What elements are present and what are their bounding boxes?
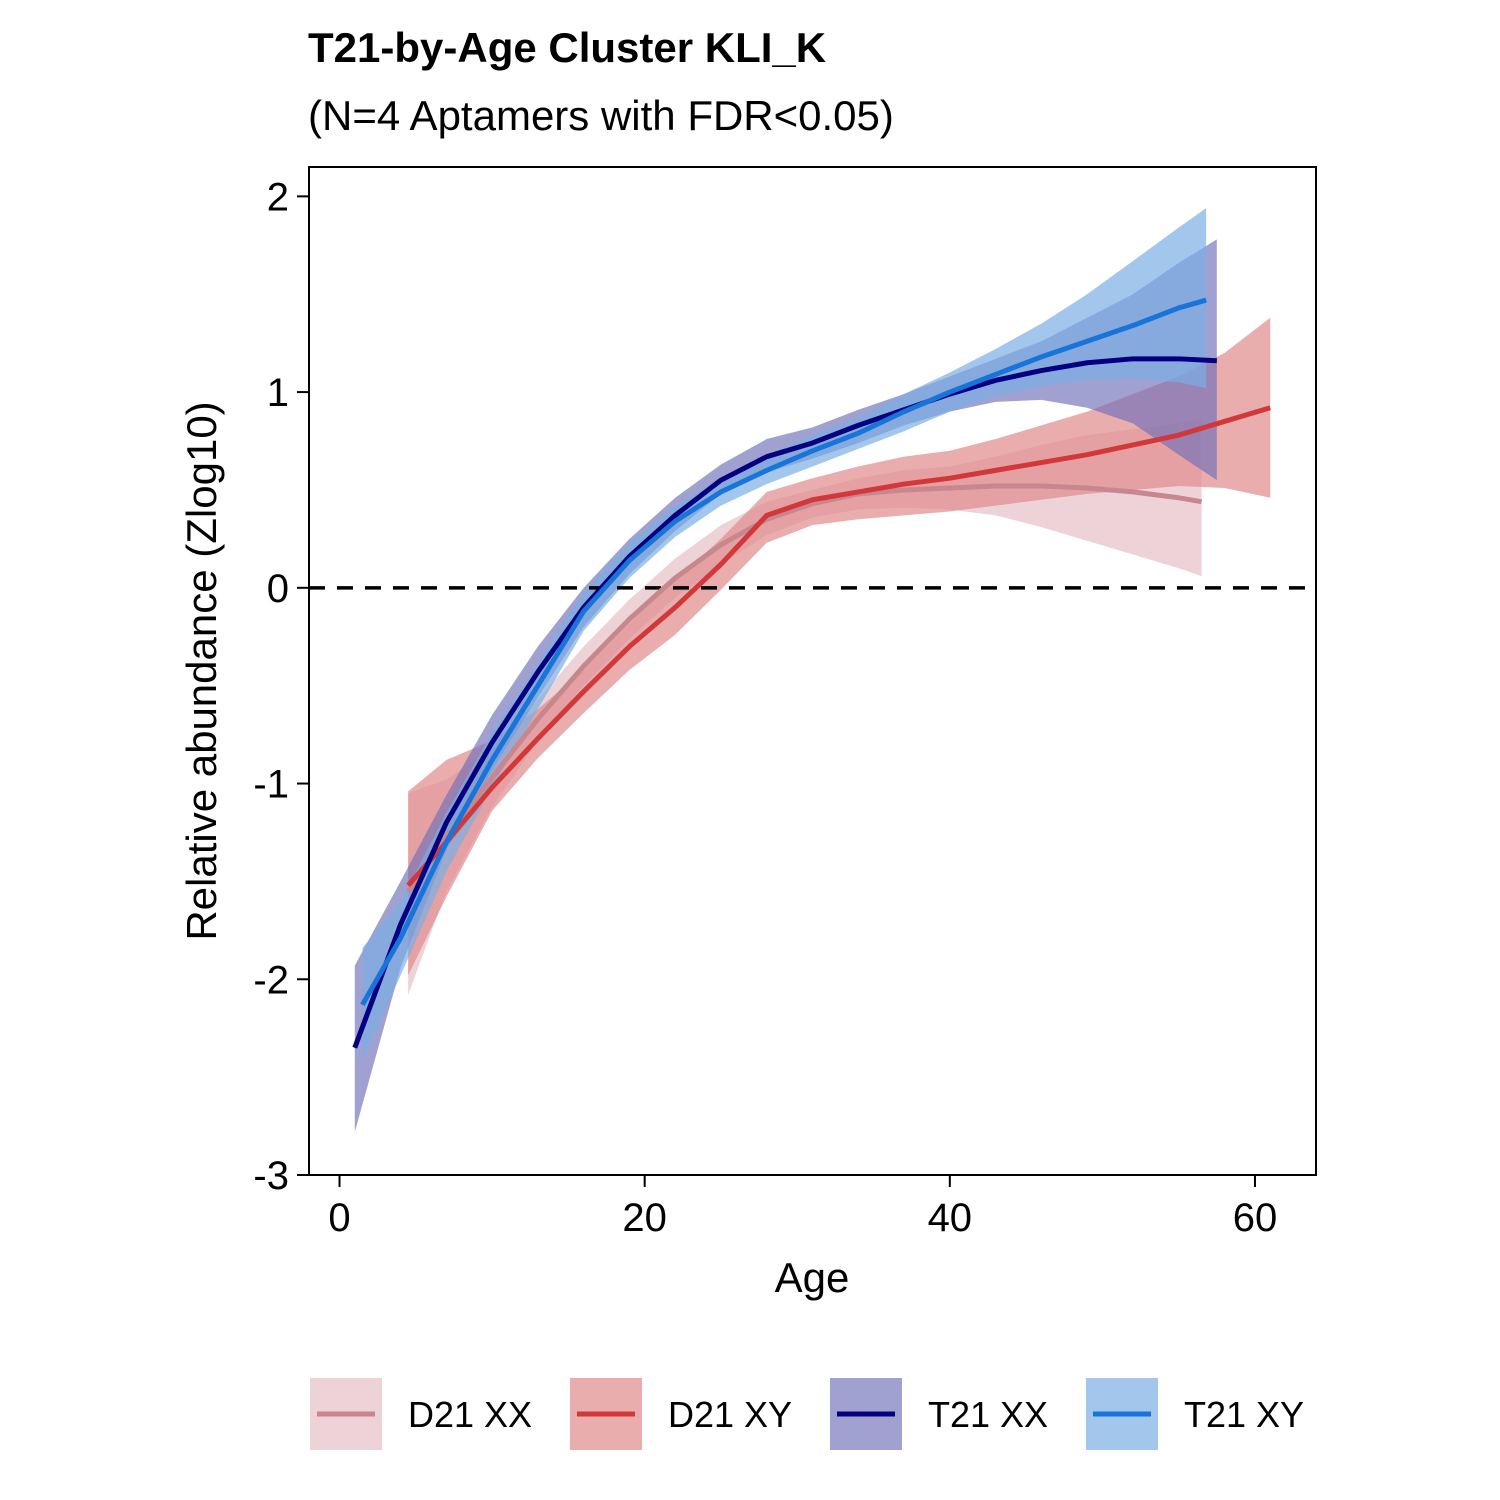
legend-item-t21-xx: T21 XX	[830, 1378, 1048, 1450]
chart-title: T21-by-Age Cluster KLI_K	[308, 24, 826, 71]
legend-item-d21-xy: D21 XY	[570, 1378, 792, 1450]
legend-label-t21-xy: T21 XY	[1184, 1394, 1304, 1435]
legend-item-t21-xy: T21 XY	[1086, 1378, 1304, 1450]
y-tick-label: -3	[253, 1154, 289, 1198]
series-lines	[352, 297, 1271, 1049]
x-tick-label: 20	[622, 1196, 667, 1240]
line-d21-xx	[406, 483, 1202, 893]
x-tick-label: 60	[1233, 1196, 1278, 1240]
plot-panel-border	[308, 166, 1317, 1176]
y-tick-label: 1	[267, 371, 289, 415]
confidence-bands	[354, 208, 1271, 1132]
line-d21-xy	[406, 405, 1271, 887]
y-tick-label: 2	[267, 175, 289, 219]
legend-label-t21-xx: T21 XX	[928, 1394, 1048, 1435]
y-tick-label: -2	[253, 958, 289, 1002]
line-t21-xy	[360, 297, 1207, 1006]
band-t21-xy	[362, 208, 1207, 1062]
x-axis-label: Age	[775, 1254, 850, 1301]
y-axis-label: Relative abundance (Zlog10)	[178, 401, 225, 940]
y-axis-ticks: -3 -2 -1 0 1 2	[253, 175, 309, 1198]
legend-label-d21-xx: D21 XX	[408, 1394, 532, 1435]
legend-item-d21-xx: D21 XX	[310, 1378, 532, 1450]
y-tick-label: 0	[267, 567, 289, 611]
band-d21-xy	[408, 317, 1271, 976]
x-tick-label: 0	[328, 1196, 350, 1240]
chart-subtitle: (N=4 Aptamers with FDR<0.05)	[308, 92, 894, 139]
line-t21-xx	[352, 356, 1217, 1049]
legend-label-d21-xy: D21 XY	[668, 1394, 792, 1435]
x-tick-label: 40	[928, 1196, 973, 1240]
y-tick-label: -1	[253, 763, 289, 807]
legend: D21 XX D21 XY T21 XX T21 XY	[310, 1378, 1304, 1450]
x-axis-ticks: 0 20 40 60	[328, 1175, 1277, 1240]
